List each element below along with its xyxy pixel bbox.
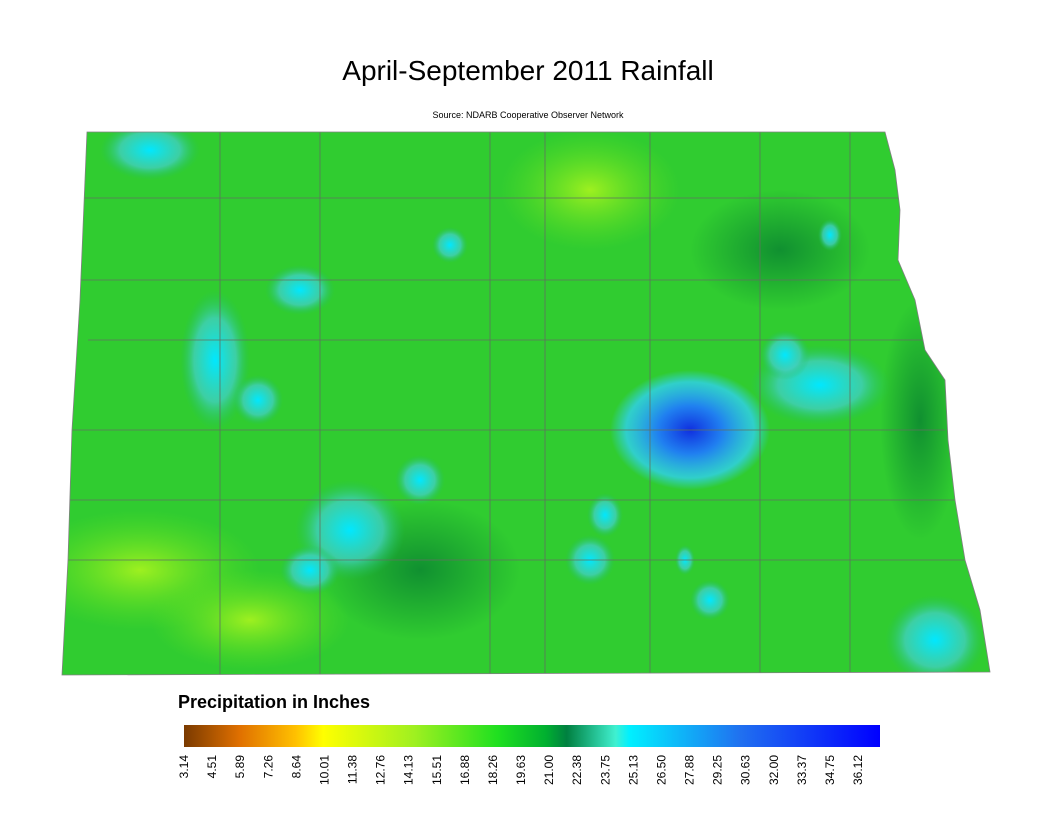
legend-label: 30.63 bbox=[739, 755, 753, 785]
legend-label: 7.26 bbox=[261, 755, 275, 779]
legend-label: 15.51 bbox=[430, 755, 444, 785]
legend-label: 8.64 bbox=[289, 755, 303, 779]
legend-label: 34.75 bbox=[823, 755, 837, 785]
legend-labels: 3.14 4.51 5.89 7.26 8.64 10.01 11.38 12.76 14.13… bbox=[177, 755, 865, 785]
legend-label: 21.00 bbox=[542, 755, 556, 785]
title: April-September 2011 Rainfall bbox=[342, 55, 713, 86]
legend-label: 29.25 bbox=[711, 755, 725, 785]
legend-label: 18.26 bbox=[486, 755, 500, 785]
legend-label: 23.75 bbox=[598, 755, 612, 785]
legend-label: 32.00 bbox=[767, 755, 781, 785]
color-scale bbox=[184, 725, 880, 747]
legend-label: 12.76 bbox=[374, 755, 388, 785]
legend-label: 5.89 bbox=[233, 755, 247, 779]
legend-label: 33.37 bbox=[795, 755, 809, 785]
legend-label: 11.38 bbox=[346, 755, 360, 784]
legend-title: Precipitation in Inches bbox=[178, 692, 370, 712]
legend-label: 14.13 bbox=[402, 755, 416, 785]
map bbox=[62, 132, 990, 675]
legend-label: 4.51 bbox=[205, 755, 219, 779]
legend-label: 16.88 bbox=[458, 755, 472, 785]
source: Source: NDARB Cooperative Observer Netwo… bbox=[432, 110, 624, 120]
legend-label: 26.50 bbox=[654, 755, 668, 785]
legend-label: 25.13 bbox=[626, 755, 640, 785]
legend-label: 36.12 bbox=[851, 755, 865, 785]
legend-label: 19.63 bbox=[514, 755, 528, 785]
legend-label: 3.14 bbox=[177, 755, 191, 779]
legend-label: 27.88 bbox=[683, 755, 697, 785]
state-outline bbox=[61, 131, 991, 676]
legend-label: 22.38 bbox=[570, 755, 584, 785]
legend-label: 10.01 bbox=[317, 755, 331, 785]
